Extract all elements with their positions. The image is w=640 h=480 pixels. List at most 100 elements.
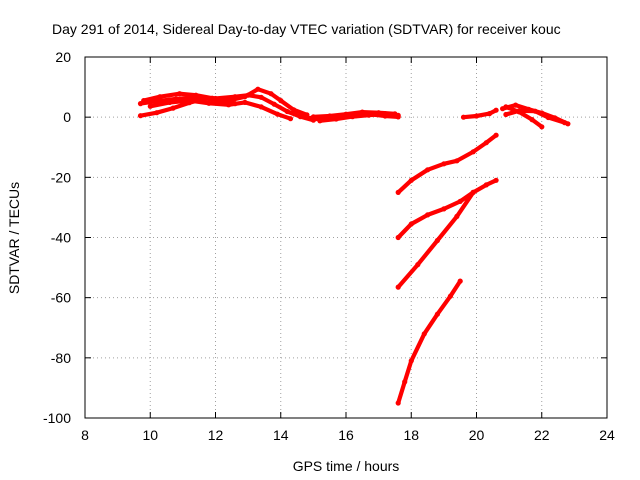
data-point xyxy=(539,124,545,130)
data-point xyxy=(457,198,463,204)
data-point xyxy=(473,113,480,119)
data-point xyxy=(310,114,316,120)
data-point xyxy=(317,118,323,124)
series-track-11 xyxy=(505,104,544,129)
data-point xyxy=(154,110,160,116)
y-tick-label: -60 xyxy=(51,290,71,306)
data-point xyxy=(186,98,192,104)
data-point xyxy=(415,262,421,268)
data-point xyxy=(287,116,294,122)
y-tick-label: 0 xyxy=(63,109,71,125)
data-point xyxy=(193,92,199,98)
x-tick-label: 14 xyxy=(273,427,289,443)
data-point xyxy=(562,120,568,126)
data-point xyxy=(258,94,264,100)
data-point xyxy=(447,293,453,299)
x-tick-label: 12 xyxy=(208,427,224,443)
y-tick-label: -100 xyxy=(43,410,71,426)
data-point xyxy=(258,104,264,110)
data-point xyxy=(421,331,427,337)
data-point xyxy=(529,117,535,123)
y-tick-label: -80 xyxy=(51,350,71,366)
data-point xyxy=(493,132,499,138)
data-point xyxy=(402,379,408,385)
data-point xyxy=(395,234,401,241)
data-point xyxy=(297,114,303,120)
data-point xyxy=(170,105,176,111)
data-point xyxy=(434,237,440,244)
data-point xyxy=(425,167,431,173)
plot-frame xyxy=(84,56,608,419)
data-point xyxy=(470,189,476,195)
data-point xyxy=(408,177,414,183)
data-point xyxy=(359,109,365,115)
data-point xyxy=(278,98,284,104)
data-point xyxy=(532,108,538,114)
data-point xyxy=(284,108,290,115)
data-point xyxy=(395,284,401,290)
data-point xyxy=(516,109,522,115)
data-point xyxy=(545,114,551,121)
data-point xyxy=(333,116,339,122)
data-point xyxy=(441,206,447,212)
x-tick-label: 20 xyxy=(469,427,485,443)
x-tick-label: 10 xyxy=(142,427,158,443)
data-point xyxy=(460,114,467,120)
series-track-3 xyxy=(143,87,308,117)
data-point xyxy=(441,161,447,167)
data-point xyxy=(483,140,489,146)
data-point xyxy=(226,102,232,108)
data-point xyxy=(395,400,401,406)
data-point xyxy=(157,94,163,100)
data-point xyxy=(304,112,310,118)
series-group xyxy=(137,86,571,406)
data-point xyxy=(209,95,215,101)
data-point xyxy=(425,212,431,218)
data-point xyxy=(226,98,232,104)
data-point xyxy=(408,221,414,227)
x-tick-label: 18 xyxy=(403,427,419,443)
data-point xyxy=(255,86,261,92)
x-tick-label: 24 xyxy=(599,427,615,443)
tick-labels: 8 10 12 14 16 18 20 22 24 -100 -80 -60 -40 -20 0 20 xyxy=(43,49,615,443)
data-point xyxy=(392,111,398,117)
data-point xyxy=(493,107,499,113)
data-point xyxy=(486,111,493,117)
data-point xyxy=(177,91,183,97)
data-point xyxy=(242,94,248,100)
data-point xyxy=(291,107,297,113)
data-point xyxy=(493,177,499,183)
series-track-12 xyxy=(396,133,498,194)
x-tick-label: 16 xyxy=(338,427,354,443)
data-point xyxy=(327,113,333,119)
data-point xyxy=(513,102,519,108)
x-axis-label: GPS time / hours xyxy=(293,458,400,474)
y-tick-label: 20 xyxy=(55,49,71,65)
data-point xyxy=(141,98,147,104)
data-point xyxy=(343,111,349,117)
data-point xyxy=(274,111,281,117)
series-track-7 xyxy=(313,110,396,119)
data-point xyxy=(454,213,460,219)
y-axis-label: SDTVAR / TECUs xyxy=(6,182,22,294)
data-point xyxy=(470,149,476,155)
data-point xyxy=(271,101,277,107)
data-point xyxy=(408,358,414,364)
y-tick-label: -20 xyxy=(51,169,71,185)
data-point xyxy=(395,189,401,195)
data-point xyxy=(376,110,382,116)
data-point xyxy=(454,158,460,164)
data-point xyxy=(483,182,489,188)
data-point xyxy=(457,278,463,284)
x-tick-label: 8 xyxy=(81,427,89,443)
x-tick-label: 22 xyxy=(534,427,550,443)
plot-area xyxy=(137,86,571,406)
data-point xyxy=(434,311,440,317)
data-point xyxy=(503,111,509,118)
data-point xyxy=(206,100,212,106)
chart-title: Day 291 of 2014, Sidereal Day-to-day VTE… xyxy=(52,21,561,37)
y-tick-label: -40 xyxy=(51,230,71,246)
data-point xyxy=(147,103,153,109)
